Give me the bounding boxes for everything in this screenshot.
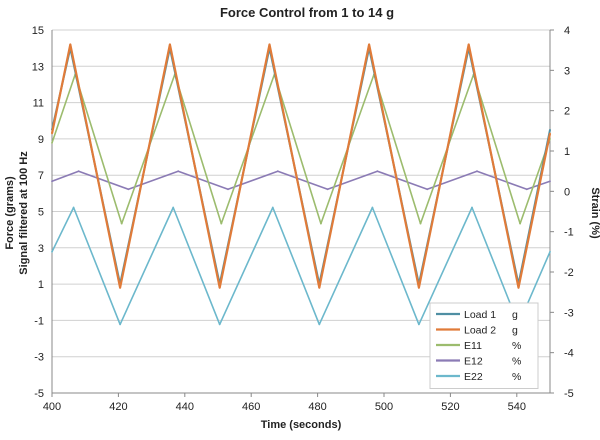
data-point [418, 323, 420, 326]
series-line-e11 [51, 73, 551, 225]
data-point [276, 170, 279, 173]
data-point [177, 170, 180, 173]
data-point [426, 188, 429, 191]
legend-unit: % [512, 371, 521, 383]
y-tick-label-primary: -3 [34, 352, 44, 364]
data-point [320, 222, 322, 225]
data-point [51, 142, 53, 144]
y-axis-title-primary: Force (grams) [4, 176, 16, 250]
y-tick-label-primary: -1 [34, 315, 44, 327]
y-tick-label-primary: 7 [38, 170, 44, 182]
y-tick-label-primary: -5 [34, 388, 44, 400]
y-tick-label-secondary: -2 [564, 267, 574, 279]
y-axis-title-secondary: Strain (%) [589, 187, 600, 239]
data-point [51, 132, 53, 135]
data-point [271, 206, 274, 209]
x-tick-label: 440 [176, 401, 194, 413]
x-tick-label: 460 [242, 401, 260, 413]
series-line-e12 [51, 170, 551, 191]
legend-unit: % [512, 340, 521, 352]
data-point [220, 222, 223, 225]
x-tick-label: 400 [43, 401, 61, 413]
data-point [218, 286, 221, 289]
legend-unit: g [512, 309, 518, 321]
y-tick-label-secondary: 3 [564, 65, 570, 77]
legend-unit: g [512, 325, 518, 337]
legend-unit: % [512, 356, 521, 368]
x-tick-label: 520 [441, 401, 459, 413]
data-point [326, 188, 329, 191]
y-tick-label-primary: 13 [32, 61, 44, 73]
data-point [268, 43, 271, 46]
x-tick-label: 480 [308, 401, 326, 413]
y-tick-label-primary: 15 [32, 25, 44, 37]
data-point [418, 286, 420, 289]
data-point [119, 323, 121, 326]
data-point [368, 43, 370, 46]
x-axis-title: Time (seconds) [261, 419, 342, 431]
chart-title: Force Control from 1 to 14 g [220, 5, 394, 20]
data-point [549, 132, 551, 135]
data-point [525, 188, 528, 191]
y-tick-label-secondary: -5 [564, 388, 574, 400]
y-tick-label-primary: 3 [38, 243, 44, 255]
y-tick-label-secondary: 2 [564, 106, 570, 118]
data-point [218, 323, 221, 326]
data-point [419, 222, 422, 225]
x-tick-label: 500 [375, 401, 393, 413]
data-point [69, 43, 72, 46]
data-point [476, 170, 478, 173]
y-tick-label-primary: 11 [33, 98, 44, 110]
data-point [119, 286, 121, 289]
series-line-e22 [51, 206, 551, 326]
data-point [549, 180, 551, 183]
data-point [172, 206, 175, 209]
data-point [51, 250, 53, 253]
y-tick-label-secondary: 1 [564, 146, 570, 158]
legend-label: Load 1 [464, 309, 496, 321]
data-point [471, 206, 473, 209]
x-tick-label: 540 [508, 401, 526, 413]
data-point [169, 43, 171, 46]
data-point [549, 250, 551, 253]
y-tick-label-secondary: 0 [564, 186, 570, 198]
data-point [318, 323, 321, 326]
y-tick-label-primary: 1 [38, 279, 44, 291]
data-point [72, 206, 75, 209]
y-tick-label-primary: 9 [38, 134, 44, 146]
legend-label: E12 [464, 356, 483, 368]
data-point [51, 180, 53, 183]
x-tick-label: 420 [109, 401, 127, 413]
y-axis-subtitle-primary: Signal filtered at 100 Hz [18, 151, 30, 275]
y-tick-label-secondary: 4 [564, 25, 570, 37]
data-point [376, 170, 379, 173]
data-point [120, 222, 123, 225]
data-point [227, 188, 229, 191]
legend-label: E22 [464, 371, 483, 383]
data-point [318, 286, 321, 289]
legend-label: E11 [464, 340, 482, 352]
y-tick-label-secondary: -1 [564, 227, 574, 239]
data-point [467, 43, 470, 46]
legend: Load 1 g Load 2 g E11 % E12 % E22% [429, 302, 539, 389]
data-point [371, 206, 374, 209]
y-tick-label-primary: 5 [38, 207, 44, 219]
legend-label: Load 2 [464, 325, 496, 337]
data-point [127, 188, 130, 191]
y-tick-label-secondary: -3 [564, 307, 574, 319]
series-line-load-2 [50, 43, 552, 289]
y-tick-label-secondary: -4 [564, 348, 574, 360]
data-point [519, 222, 521, 225]
data-point [77, 170, 80, 173]
data-point [549, 128, 551, 131]
series-lines [50, 43, 552, 326]
gridlines [52, 29, 550, 394]
data-point [517, 286, 520, 289]
